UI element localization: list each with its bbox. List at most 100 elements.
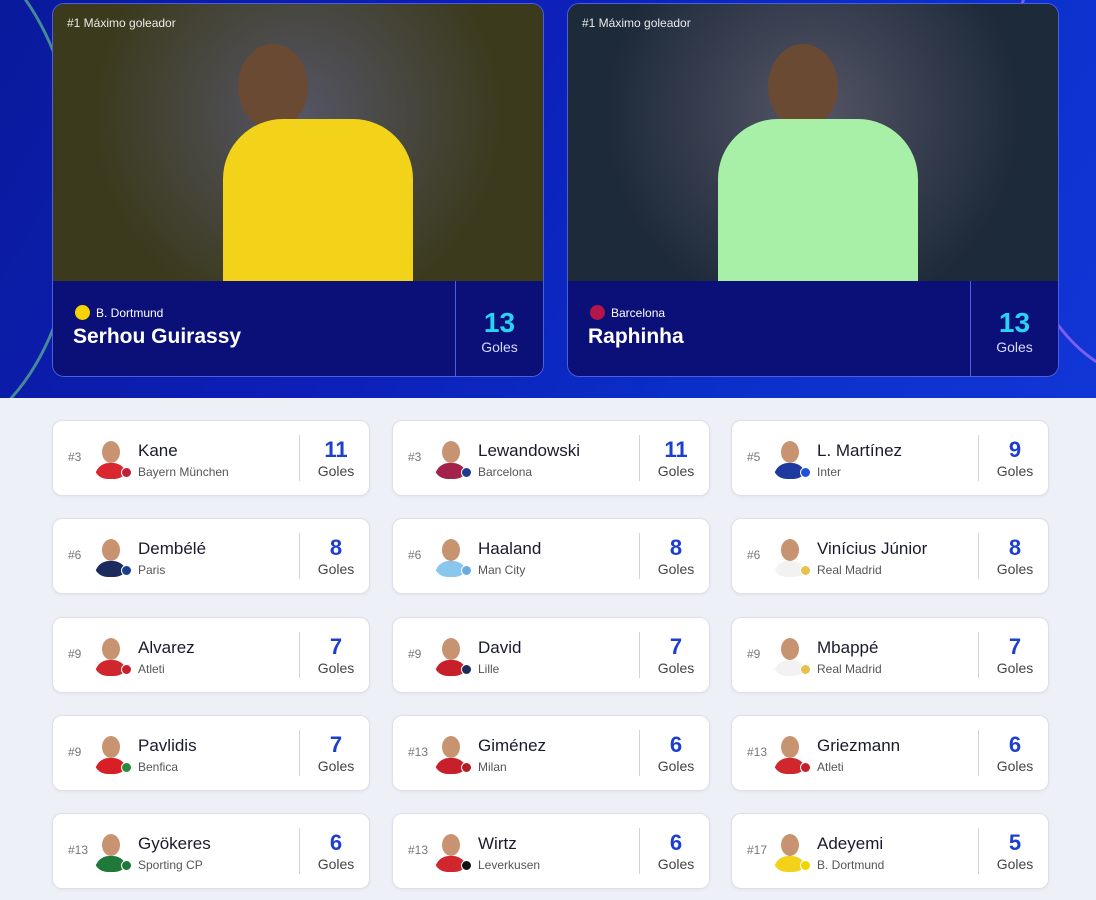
goals-count: 8 <box>1008 535 1022 560</box>
player-avatar <box>93 537 129 577</box>
rank: #9 <box>68 647 82 661</box>
rank: #13 <box>68 843 89 857</box>
club-crest-icon <box>121 565 132 576</box>
divider <box>639 632 640 678</box>
player-name: L. Martínez <box>817 441 903 460</box>
club-name: Sporting CP <box>138 858 203 872</box>
goals-label: Goles <box>657 856 695 872</box>
goals-count: 11 <box>324 437 348 462</box>
scorer-card[interactable]: #13 Griezmann Atleti 6 Goles <box>731 715 1049 791</box>
scorer-card[interactable]: #6 Haaland Man City 8 Goles <box>392 518 710 594</box>
club-name: Atleti <box>138 662 165 676</box>
player-name: Griezmann <box>817 736 901 755</box>
scorer-card[interactable]: #17 Adeyemi B. Dortmund 5 Goles <box>731 813 1049 889</box>
goals-count: 13 <box>483 307 516 338</box>
club-name: Atleti <box>817 760 844 774</box>
featured-scorer-card[interactable]: #1 Máximo goleador Barcelona Raphinha 13… <box>567 3 1059 377</box>
goals-count: 11 <box>664 437 688 462</box>
divider <box>639 828 640 874</box>
goals-count: 6 <box>1008 732 1022 757</box>
featured-scorer-card[interactable]: #1 Máximo goleador B. Dortmund Serhou Gu… <box>52 3 544 377</box>
divider <box>978 533 979 579</box>
scorer-card[interactable]: #3 Kane Bayern München 11 Goles <box>52 420 370 496</box>
scorer-card[interactable]: #9 David Lille 7 Goles <box>392 617 710 693</box>
scorer-card[interactable]: #3 Lewandowski Barcelona 11 Goles <box>392 420 710 496</box>
divider <box>299 632 300 678</box>
goals-label: Goles <box>996 339 1033 355</box>
club-crest-icon <box>121 860 132 871</box>
club-name: Milan <box>478 760 507 774</box>
club-name: Benfica <box>138 760 179 774</box>
club-name: Barcelona <box>611 305 666 320</box>
scorer-card[interactable]: #13 Wirtz Leverkusen 6 Goles <box>392 813 710 889</box>
club-crest-icon <box>461 762 472 773</box>
goals-label: Goles <box>657 463 695 479</box>
scorer-card[interactable]: #6 Vinícius Júnior Real Madrid 8 Goles <box>731 518 1049 594</box>
goals-label: Goles <box>317 856 355 872</box>
player-name: Serhou Guirassy <box>73 325 242 348</box>
club-crest-icon <box>800 762 811 773</box>
rank: #9 <box>68 745 82 759</box>
player-name: Pavlidis <box>138 736 197 755</box>
player-photo <box>53 4 543 289</box>
rank: #9 <box>408 647 422 661</box>
goals-label: Goles <box>657 660 695 676</box>
goals-label: Goles <box>996 561 1034 577</box>
player-name: Kane <box>138 441 178 460</box>
goals-count: 8 <box>329 535 343 560</box>
scorer-card[interactable]: #13 Gyökeres Sporting CP 6 Goles <box>52 813 370 889</box>
player-name: Dembélé <box>138 539 207 558</box>
goals-count: 6 <box>329 830 343 855</box>
scorer-card[interactable]: #6 Dembélé Paris 8 Goles <box>52 518 370 594</box>
rank: #13 <box>408 745 429 759</box>
scorer-card[interactable]: #13 Giménez Milan 6 Goles <box>392 715 710 791</box>
rank-tag: #1 Máximo goleador <box>582 16 691 30</box>
goals-label: Goles <box>317 758 355 774</box>
goals-count: 7 <box>669 634 683 659</box>
rank: #5 <box>747 450 761 464</box>
rank-tag: #1 Máximo goleador <box>67 16 176 30</box>
scorer-card[interactable]: #9 Mbappé Real Madrid 7 Goles <box>731 617 1049 693</box>
goals-count: 5 <box>1008 830 1022 855</box>
divider <box>978 435 979 481</box>
player-name: Lewandowski <box>478 441 581 460</box>
goals-label: Goles <box>996 856 1034 872</box>
scorer-card[interactable]: #5 L. Martínez Inter 9 Goles <box>731 420 1049 496</box>
scorer-card[interactable]: #9 Alvarez Atleti 7 Goles <box>52 617 370 693</box>
goals-count: 6 <box>669 732 683 757</box>
player-avatar <box>93 636 129 676</box>
club-name: Barcelona <box>478 465 533 479</box>
club-name: Lille <box>478 662 500 676</box>
rank: #9 <box>747 647 761 661</box>
club-name: B. Dortmund <box>96 305 164 320</box>
club-name: Inter <box>817 465 842 479</box>
divider <box>639 730 640 776</box>
club-crest-icon <box>800 860 811 871</box>
player-avatar <box>93 439 129 479</box>
rank: #13 <box>408 843 429 857</box>
club-crest-icon <box>800 467 811 478</box>
scorer-card[interactable]: #9 Pavlidis Benfica 7 Goles <box>52 715 370 791</box>
player-avatar <box>772 832 808 872</box>
rank: #6 <box>408 548 422 562</box>
player-avatar <box>433 537 469 577</box>
club-crest-icon <box>461 467 472 478</box>
player-photo <box>568 4 1058 289</box>
player-avatar <box>93 734 129 774</box>
player-name: Adeyemi <box>817 834 884 853</box>
player-avatar <box>772 439 808 479</box>
divider <box>639 533 640 579</box>
club-crest-icon <box>461 664 472 675</box>
club-name: Leverkusen <box>478 858 541 872</box>
club-name: B. Dortmund <box>817 858 885 872</box>
player-name: Alvarez <box>138 638 195 657</box>
goals-label: Goles <box>481 339 518 355</box>
divider <box>978 730 979 776</box>
club-name: Bayern München <box>138 465 229 479</box>
player-name: Giménez <box>478 736 547 755</box>
player-avatar <box>93 832 129 872</box>
goals-label: Goles <box>996 463 1034 479</box>
goals-count: 9 <box>1008 437 1022 462</box>
player-avatar <box>433 636 469 676</box>
player-name: David <box>478 638 522 657</box>
